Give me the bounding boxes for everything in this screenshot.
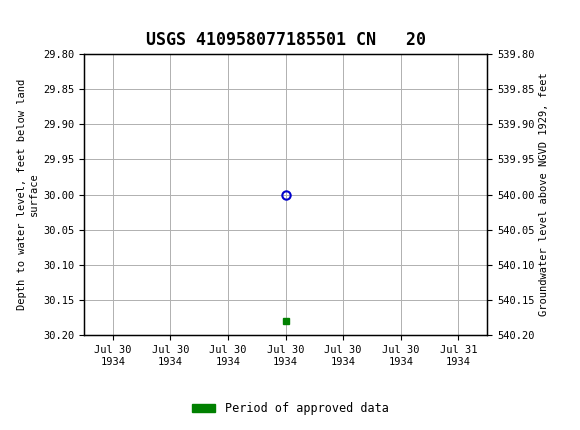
Title: USGS 410958077185501 CN   20: USGS 410958077185501 CN 20 <box>146 31 426 49</box>
Legend: Period of approved data: Period of approved data <box>187 397 393 420</box>
Y-axis label: Groundwater level above NGVD 1929, feet: Groundwater level above NGVD 1929, feet <box>539 73 549 316</box>
Text: USGS: USGS <box>38 12 106 32</box>
Y-axis label: Depth to water level, feet below land
surface: Depth to water level, feet below land su… <box>17 79 39 310</box>
Text: ≡: ≡ <box>9 7 34 36</box>
